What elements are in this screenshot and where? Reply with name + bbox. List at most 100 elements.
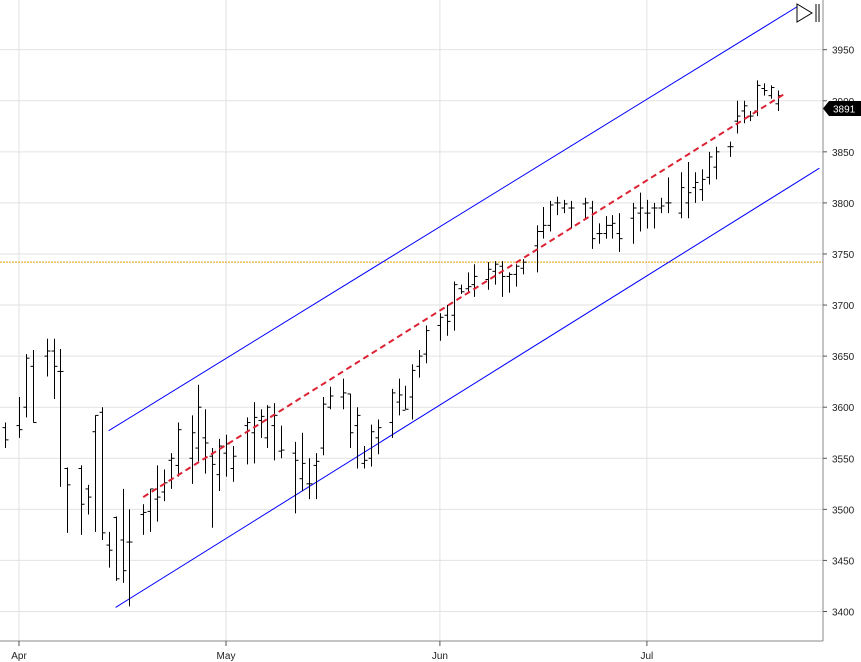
ohlc-bar [106, 531, 113, 568]
ohlc-bar [161, 469, 168, 502]
ohlc-bar [658, 197, 665, 214]
ohlc-bar [561, 199, 568, 214]
ohlc-bar [202, 409, 209, 474]
ohlc-bar [727, 141, 734, 157]
ohlc-bar [258, 409, 265, 438]
ohlc-bar [396, 378, 403, 416]
ohlc-bar [120, 488, 127, 583]
ohlc-bar [768, 85, 775, 99]
ohlc-bar [678, 172, 685, 219]
ohlc-bar [492, 261, 499, 285]
ohlc-bar [416, 349, 423, 378]
ohlc-bar [16, 396, 23, 438]
ohlc-bar [665, 177, 672, 214]
ohlc-bar [706, 151, 713, 185]
ohlc-bar [616, 213, 623, 252]
ohlc-bar [306, 458, 313, 500]
ohlc-bar [57, 348, 64, 487]
channel-upper-line [108, 5, 799, 432]
ohlc-bar [92, 414, 99, 532]
ohlc-bar [147, 488, 154, 532]
ohlc-bar [520, 259, 527, 275]
y-tick-label: 3650 [832, 352, 855, 363]
x-tick-label: May [217, 651, 236, 662]
ohlc-bar [499, 261, 506, 297]
ohlc-bar [513, 264, 520, 287]
ohlc-bar [313, 453, 320, 500]
y-tick-label: 3750 [832, 250, 855, 261]
ohlc-bar [189, 415, 196, 484]
ohlc-bar [175, 422, 182, 477]
y-tick-label: 3850 [832, 148, 855, 159]
ohlc-bar [713, 146, 720, 180]
ohlc-bar [451, 281, 458, 331]
ohlc-bar [368, 424, 375, 467]
ohlc-bar [99, 407, 106, 540]
ohlc-bar [354, 407, 361, 469]
axes [0, 0, 824, 642]
y-tick-label: 3700 [832, 301, 855, 312]
ohlc-bars [2, 80, 782, 607]
ohlc-bar [761, 83, 768, 96]
ohlc-bar [506, 272, 513, 293]
ohlc-bar [347, 393, 354, 449]
ohlc-bar [113, 516, 120, 581]
ohlc-bar [596, 223, 603, 244]
ohlc-bar [251, 402, 258, 464]
x-tick-label: Jul [641, 651, 654, 662]
ohlc-bar [299, 432, 306, 491]
ohlc-bar [568, 200, 575, 229]
last-price-label: 3891 [833, 105, 856, 116]
ohlc-bar [485, 262, 492, 290]
ohlc-bar [547, 200, 554, 232]
x-tick-label: Jun [432, 651, 448, 662]
ohlc-bar [437, 313, 444, 341]
ohlc-bar [140, 504, 147, 535]
ohlc-bar [589, 200, 596, 249]
ohlc-bar [402, 385, 409, 411]
ohlc-bar [209, 448, 216, 528]
last-price-tag-pointer [823, 101, 829, 116]
scroll-to-end-icon[interactable] [796, 3, 820, 23]
ohlc-bar [264, 405, 271, 449]
gridlines [0, 0, 823, 641]
ohlc-bar [582, 197, 589, 219]
ohlc-bar [44, 338, 51, 377]
ohlc-bar [389, 388, 396, 438]
ohlc-bar [230, 446, 237, 482]
y-tick-label: 3500 [832, 505, 855, 516]
y-tick-label: 3450 [832, 556, 855, 567]
channel-lower-line [115, 167, 820, 608]
ohlc-bar [292, 441, 299, 514]
y-tick-label: 3600 [832, 403, 855, 414]
ohlc-bar [734, 100, 741, 134]
x-axis-ticks: Apr May Jun Jul [11, 641, 653, 662]
ohlc-bar [216, 438, 223, 491]
ohlc-bar [23, 354, 30, 418]
ohlc-bar [458, 284, 465, 294]
last-price-tag-bg [829, 101, 861, 116]
ohlc-bar [361, 446, 368, 469]
ohlc-bar [327, 386, 334, 410]
ohlc-bar [630, 202, 637, 244]
regression-midline [142, 92, 786, 498]
ohlc-bar [540, 206, 547, 239]
x-tick-label: Apr [11, 651, 27, 662]
y-tick-label: 3400 [832, 608, 855, 619]
ohlc-bar [195, 384, 202, 462]
trend-channel [108, 5, 820, 608]
ohlc-bar [554, 196, 561, 216]
ohlc-bar [644, 199, 651, 229]
regression-line [142, 92, 786, 498]
ohlc-bar [51, 338, 58, 400]
last-price-tag: 3891 [823, 101, 861, 116]
ohlc-bar [699, 169, 706, 201]
ohlc-bar [126, 509, 133, 607]
ohlc-bar [85, 484, 92, 515]
ohlc-bar [244, 417, 251, 465]
ohlc-bar [685, 162, 692, 219]
ohlc-bar [603, 216, 610, 239]
y-tick-label: 3950 [832, 46, 855, 57]
